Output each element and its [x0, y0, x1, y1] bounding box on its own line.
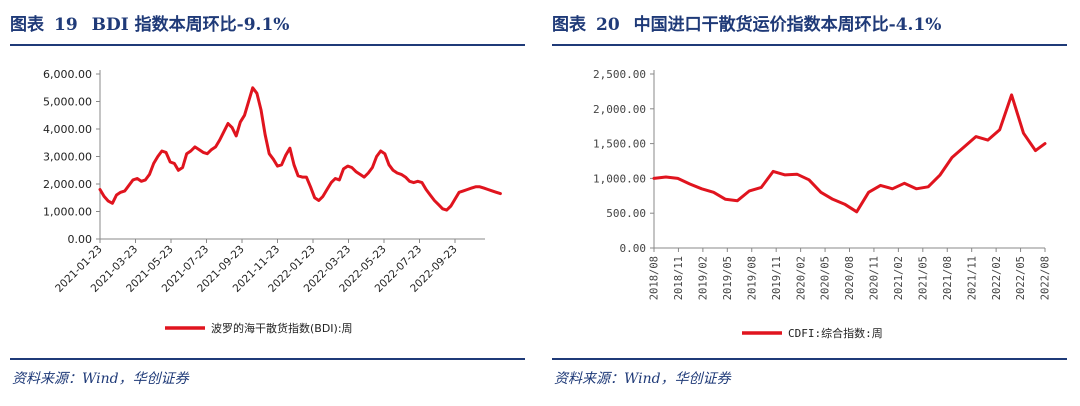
left-series-line — [98, 86, 502, 212]
right-x-tick-label: 2019/05 — [722, 256, 734, 300]
right-title-number: 20 — [596, 15, 620, 35]
left-y-tick-label: 3,000.00 — [43, 151, 92, 164]
right-x-tick-label: 2021/08 — [942, 256, 954, 300]
left-title-text: BDI 指数本周环比-9.1% — [91, 15, 290, 35]
left-title-rule — [10, 44, 525, 46]
right-legend-label: CDFI:综合指数:周 — [788, 326, 883, 340]
right-source-rule — [552, 358, 1067, 360]
right-x-tick-label: 2018/11 — [673, 256, 685, 300]
right-x-tick-label: 2022/02 — [991, 256, 1003, 300]
right-x-tick-label: 2021/02 — [893, 256, 905, 300]
right-y-tick-label: 1,000.00 — [593, 172, 646, 185]
left-title-label: 图表 — [10, 15, 44, 35]
left-chart-title: 图表 19 BDI 指数本周环比-9.1% — [10, 10, 289, 40]
right-x-tick-label: 2020/02 — [795, 256, 807, 300]
left-y-tick-label: 2,000.00 — [43, 178, 92, 191]
left-y-tick-label: 6,000.00 — [43, 68, 92, 81]
left-y-tick-label: 0.00 — [68, 233, 93, 246]
left-source-note: 资料来源：Wind，华创证券 — [12, 371, 189, 387]
left-source-rule — [10, 358, 525, 360]
left-chart-bdi: 0.00 1,000.00 2,000.00 3,000.00 4,000.00 5,00… — [43, 68, 502, 335]
right-x-tick-label: 2021/05 — [917, 256, 929, 300]
left-y-tick-label: 5,000.00 — [43, 96, 92, 109]
right-y-tick-label: 2,000.00 — [593, 103, 646, 116]
right-y-tick-label: 500.00 — [606, 207, 646, 220]
right-y-tick-label: 2,500.00 — [593, 68, 646, 81]
right-x-tick-label: 2020/05 — [820, 256, 832, 300]
right-x-tick-label: 2021/11 — [966, 256, 978, 300]
right-x-tick-label: 2019/11 — [771, 256, 783, 300]
right-x-tick-label: 2019/08 — [746, 256, 758, 300]
right-x-tick-label: 2020/11 — [869, 256, 881, 300]
right-x-tick-label: 2022/05 — [1015, 256, 1027, 300]
right-chart-cdfi: 0.00 500.00 1,000.00 1,500.00 2,000.00 2,500.… — [593, 68, 1052, 340]
right-x-tick-label: 2019/02 — [698, 256, 710, 300]
right-x-tick-label: 2018/08 — [649, 256, 661, 300]
right-title-label: 图表 — [552, 15, 586, 35]
left-panel: 图表 19 BDI 指数本周环比-9.1% 0.00 1,000.00 2,000.00… — [10, 0, 535, 406]
left-y-tick-label: 1,000.00 — [43, 206, 92, 219]
right-chart-title: 图表 20 中国进口干散货运价指数本周环比-4.1% — [552, 10, 941, 40]
right-series-line — [652, 93, 1047, 214]
left-legend-label: 波罗的海干散货指数(BDI):周 — [211, 321, 353, 335]
right-y-tick-label: 1,500.00 — [593, 138, 646, 151]
right-title-text: 中国进口干散货运价指数本周环比-4.1% — [633, 15, 942, 35]
right-x-tick-label: 2022/08 — [1040, 256, 1052, 300]
right-panel: 图表 20 中国进口干散货运价指数本周环比-4.1% 0.00 500.00 1,000… — [552, 0, 1077, 406]
right-title-rule — [552, 44, 1067, 46]
right-x-tick-label: 2020/08 — [844, 256, 856, 300]
right-source-note: 资料来源：Wind，华创证券 — [554, 371, 731, 387]
left-y-tick-label: 4,000.00 — [43, 123, 92, 136]
right-y-tick-label: 0.00 — [620, 242, 647, 255]
left-title-number: 19 — [54, 15, 78, 35]
